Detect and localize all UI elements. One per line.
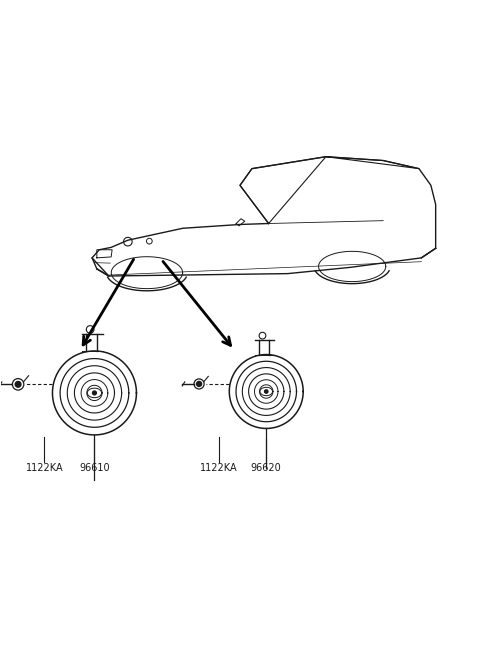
Circle shape bbox=[93, 391, 96, 395]
Text: 96610: 96610 bbox=[79, 463, 110, 473]
Text: 1122KA: 1122KA bbox=[25, 463, 63, 473]
Text: 96620: 96620 bbox=[251, 463, 282, 473]
Circle shape bbox=[264, 390, 268, 393]
Text: 1122KA: 1122KA bbox=[200, 463, 237, 473]
Circle shape bbox=[196, 382, 202, 386]
Circle shape bbox=[15, 382, 21, 387]
